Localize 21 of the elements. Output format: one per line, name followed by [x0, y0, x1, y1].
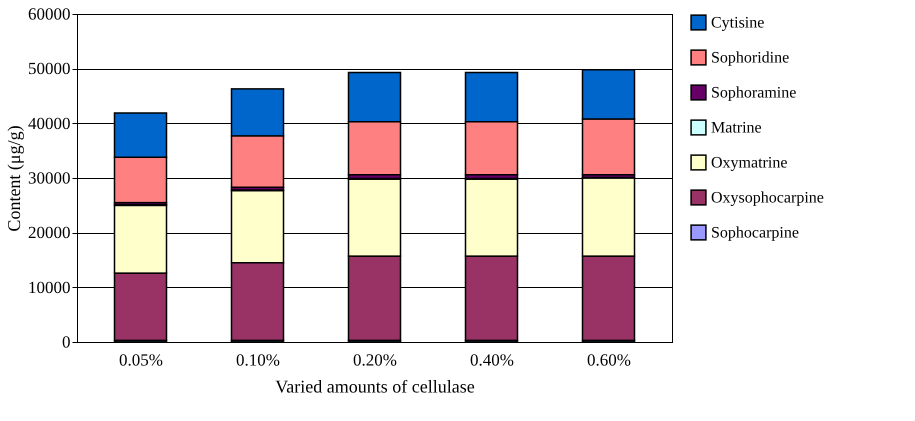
legend-label: Oxysophocarpine	[711, 190, 824, 206]
legend-label: Sophocarpine	[711, 224, 799, 242]
legend-label: Sophoridine	[711, 50, 790, 66]
x-tick-label: 0.40%	[470, 350, 514, 370]
x-axis-title: Varied amounts of cellulase	[275, 376, 475, 396]
x-tick-label: 0.05%	[119, 350, 163, 370]
legend-label: Matrine	[711, 120, 762, 136]
y-tick-label: 30000	[28, 168, 70, 188]
y-tick-label: 20000	[28, 223, 70, 242]
legend-label: Cytisine	[711, 14, 764, 32]
x-tick-label: 0.60%	[587, 350, 631, 370]
x-tick-label: 0.20%	[353, 350, 397, 370]
y-tick-label: 40000	[28, 114, 70, 133]
x-tick-label: 0.10%	[236, 350, 280, 370]
y-tick-label: 10000	[28, 278, 70, 297]
y-tick-label: 60000	[28, 4, 70, 24]
legend-label: Oxymatrine	[711, 154, 788, 172]
y-tick-label: 0	[62, 332, 70, 352]
legend-label: Sophoramine	[711, 84, 796, 102]
y-axis-title: Content (μg/g)	[4, 125, 24, 232]
y-tick-label: 50000	[28, 59, 70, 78]
